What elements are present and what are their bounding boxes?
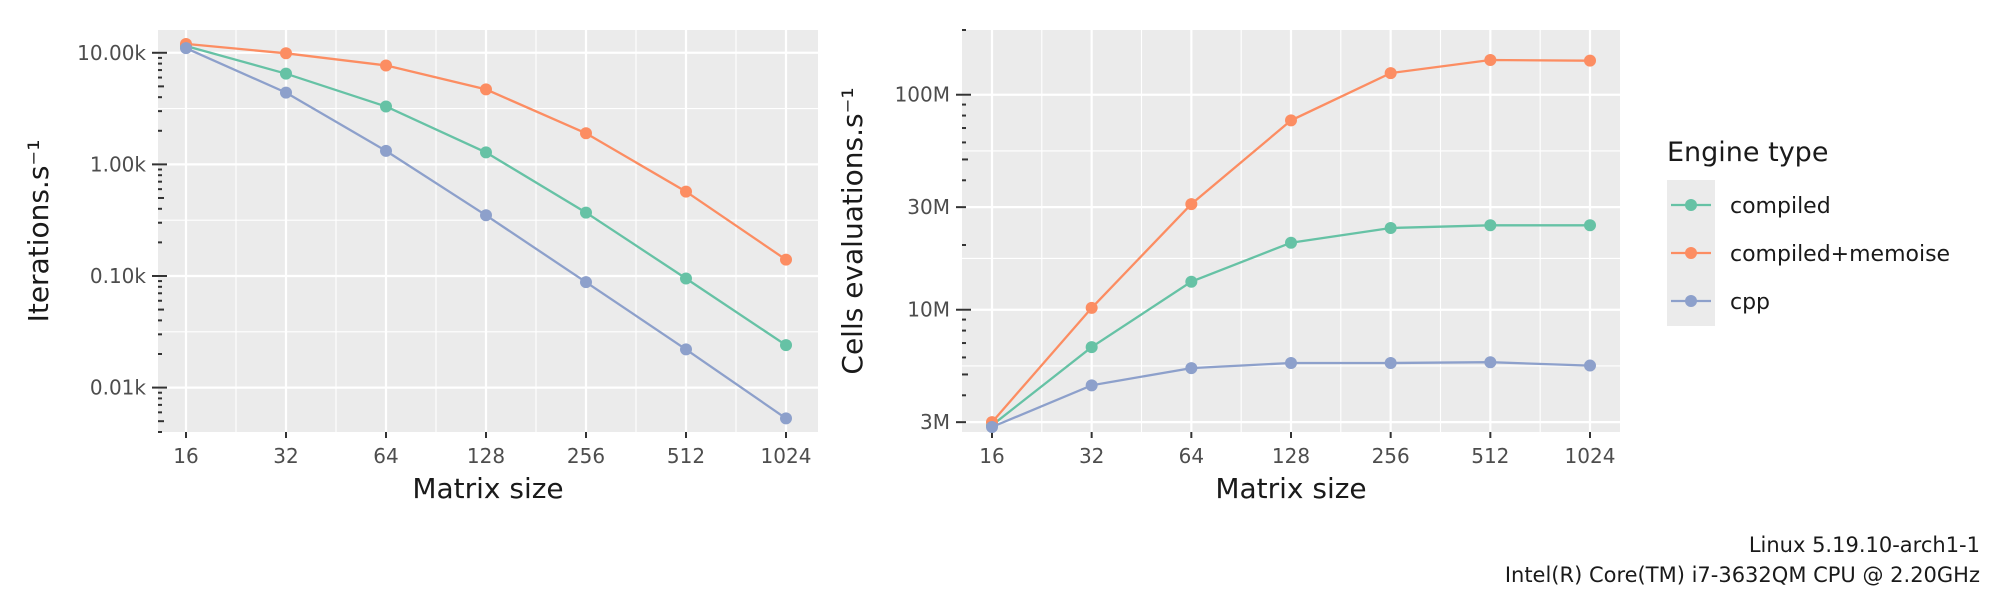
data-point-compiled-memoise: [380, 59, 392, 72]
data-point-cpp: [1584, 359, 1596, 372]
legend-label-compiled-memoise: compiled+memoise: [1730, 242, 1950, 267]
legend-key-point-cpp: [1685, 295, 1697, 307]
data-point-compiled-memoise: [580, 127, 592, 140]
x-tick-label: 512: [1471, 444, 1509, 468]
data-point-compiled: [480, 146, 492, 159]
data-point-compiled: [580, 206, 592, 219]
legend-key-point-compiled-memoise: [1685, 247, 1697, 259]
data-point-compiled: [1285, 236, 1297, 249]
data-point-compiled-memoise: [680, 185, 692, 198]
legend-title: Engine type: [1667, 137, 1828, 168]
data-point-cpp: [986, 420, 998, 433]
x-axis-title: Matrix size: [412, 472, 563, 505]
y-tick-label: 0.01k: [90, 376, 147, 400]
data-point-cpp: [180, 42, 192, 55]
data-point-compiled: [1085, 341, 1098, 354]
y-tick-label: 10M: [907, 298, 950, 322]
data-point-cpp: [580, 276, 592, 289]
data-point-compiled-memoise: [1384, 67, 1397, 80]
x-tick-label: 16: [173, 444, 198, 468]
data-point-compiled-memoise: [1484, 54, 1497, 67]
legend-label-compiled: compiled: [1730, 194, 1831, 219]
y-tick-label: 0.10k: [90, 264, 147, 288]
data-point-cpp: [380, 144, 392, 157]
data-point-compiled-memoise: [1285, 114, 1297, 127]
legend-key-point-compiled: [1685, 199, 1697, 211]
y-tick-label: 3M: [920, 410, 950, 434]
x-tick-label: 64: [373, 444, 398, 468]
y-tick-label: 1.00k: [90, 152, 147, 176]
x-tick-label: 1024: [1565, 444, 1616, 468]
y-axis-title: Cells evaluations.s⁻¹: [836, 87, 869, 374]
data-point-compiled: [780, 339, 792, 352]
x-tick-label: 256: [567, 444, 605, 468]
x-tick-label: 256: [1372, 444, 1410, 468]
data-point-cpp: [680, 343, 692, 356]
data-point-cpp: [1384, 357, 1397, 370]
data-point-compiled: [1584, 219, 1596, 232]
legend-label-cpp: cpp: [1730, 290, 1770, 315]
y-axis-title: Iterations.s⁻¹: [22, 140, 55, 323]
data-point-cpp: [1484, 356, 1497, 369]
y-tick-label: 30M: [907, 195, 950, 219]
legend: Engine type compiled compiled+memoise cpp: [1667, 137, 1950, 326]
data-point-cpp: [1085, 379, 1098, 392]
x-tick-label: 32: [1079, 444, 1104, 468]
x-tick-label: 16: [979, 444, 1004, 468]
data-point-compiled-memoise: [1584, 54, 1596, 67]
x-tick-label: 32: [273, 444, 298, 468]
caption-cpu: Intel(R) Core(TM) i7-3632QM CPU @ 2.20GH…: [1504, 563, 1980, 587]
x-tick-label: 64: [1179, 444, 1204, 468]
data-point-cpp: [480, 209, 492, 222]
data-point-compiled-memoise: [480, 83, 492, 96]
data-point-compiled: [1384, 221, 1397, 234]
data-point-cpp: [1185, 362, 1198, 375]
data-point-compiled: [1484, 219, 1497, 232]
caption: Linux 5.19.10-arch1-1 Intel(R) Core(TM) …: [1505, 530, 1980, 590]
x-tick-label: 128: [1272, 444, 1310, 468]
y-tick-label: 100M: [895, 83, 950, 107]
data-point-cpp: [780, 412, 792, 425]
x-tick-label: 1024: [761, 444, 812, 468]
data-point-cpp: [1285, 357, 1297, 370]
x-tick-label: 128: [467, 444, 505, 468]
data-point-cpp: [280, 86, 292, 99]
data-point-compiled: [680, 272, 692, 285]
data-point-compiled-memoise: [1085, 301, 1098, 314]
data-point-compiled-memoise: [1185, 198, 1198, 211]
caption-os: Linux 5.19.10-arch1-1: [1748, 533, 1980, 557]
data-point-compiled: [280, 67, 292, 80]
data-point-compiled: [380, 100, 392, 113]
y-tick-label: 10.00k: [77, 41, 146, 65]
data-point-compiled-memoise: [780, 253, 792, 266]
cell-evaluations-chart: 16 32 64 128 256 512 1024 3M 10M 30M 100M Matrix si…: [836, 29, 1620, 505]
iterations-chart: 16 32 64 128 256 512 1024 0.01k 0.10k 1.00k 10.00k…: [22, 30, 818, 505]
data-point-compiled: [1185, 275, 1198, 288]
x-tick-label: 512: [667, 444, 705, 468]
data-point-compiled-memoise: [280, 47, 292, 60]
x-axis-title: Matrix size: [1215, 472, 1366, 505]
